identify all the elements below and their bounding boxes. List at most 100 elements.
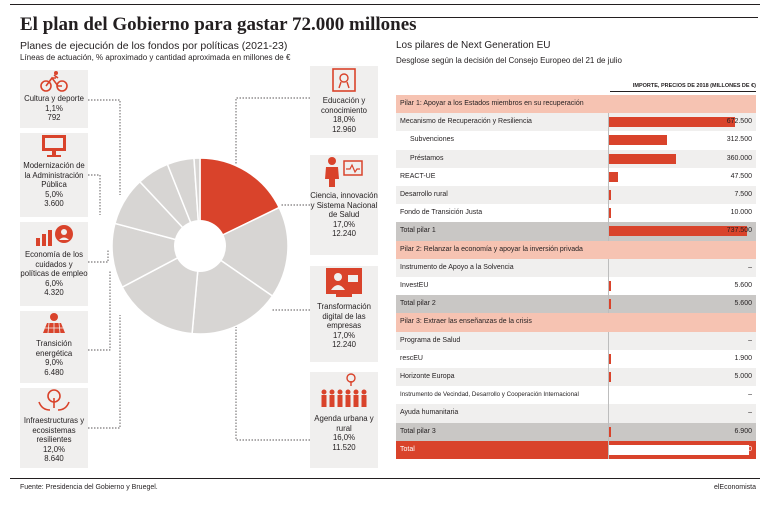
bar-axis [608, 368, 609, 387]
row-value: – [748, 263, 752, 271]
bar-axis [608, 186, 609, 205]
bar-axis [608, 222, 609, 241]
policy-label: Educación y conocimiento [321, 96, 367, 115]
doctor-icon [325, 157, 363, 187]
pie-slice [198, 206, 289, 298]
pillar-header-row: Pilar 1: Apoyar a los Estados miembros e… [396, 95, 756, 114]
title-rule [380, 17, 758, 18]
right-note: Desglose según la decisión del Consejo E… [396, 56, 622, 65]
policy-agenda-urbana-rural: Agenda urbana y rural 16,0% 11.520 [310, 372, 378, 468]
row-value: – [748, 409, 752, 417]
policy-amount: 12.960 [332, 124, 356, 134]
total-row: Total pilar 2 5.600 [396, 295, 756, 314]
row-label: Mecanismo de Recuperación y Resiliencia [400, 118, 532, 126]
bar-axis [608, 295, 609, 314]
row-value: – [748, 336, 752, 344]
digital-user-icon [326, 268, 362, 297]
policy-percent: 6,0% [45, 278, 63, 288]
policy-transicion-energetica: Transición energética 9,0% 6.480 [20, 311, 88, 383]
row-value: 47.500 [730, 172, 752, 180]
leader-line [88, 174, 101, 215]
pie-hole [174, 220, 226, 272]
bar-axis [608, 440, 609, 459]
policy-amount: 3.600 [44, 199, 64, 208]
table-row: Instrumento de Apoyo a la Solvencia – [396, 258, 756, 277]
policy-amount: 12.240 [332, 340, 356, 349]
total-row: Total pilar 3 6.900 [396, 422, 756, 441]
policy-label: Transformación digital de las empresas [317, 302, 371, 330]
row-label: Instrumento de Vecindad, Desarrollo y Co… [400, 391, 579, 399]
policy-percent: 17,0% [332, 330, 356, 340]
row-value: 6.900 [734, 427, 752, 435]
row-label: Total pilar 3 [400, 427, 436, 435]
policy-label: Transición energética [35, 339, 73, 358]
people-tree-icon [321, 373, 367, 407]
row-value: 5.600 [734, 282, 752, 289]
policy-percent: 18,0% [332, 115, 356, 124]
left-subtitle: Planes de ejecución de los fondos por po… [20, 40, 288, 52]
value-bar [609, 153, 677, 164]
row-value: 10.000 [730, 209, 752, 217]
bar-axis [608, 386, 609, 405]
policy-label: Economía de los cuidados y políticas de … [20, 250, 88, 278]
policy-percent: 17,0% [332, 219, 356, 229]
value-bar [609, 426, 611, 437]
policy-infraestructuras: Infraestructuras y ecosistemas resilient… [20, 388, 88, 468]
row-label: Pilar 3: Extraer las enseñanzas de la cr… [400, 318, 532, 326]
policy-percent: 5,0% [45, 189, 63, 199]
table-row: Subvenciones 312.500 [396, 131, 756, 150]
row-label: Pilar 2: Relanzar la economía y apoyar l… [400, 245, 583, 253]
table-row: Préstamos 360.000 [396, 149, 756, 168]
footer-rule [10, 478, 760, 479]
value-bar [609, 353, 611, 364]
policy-label: Ciencia, innovación y Sistema Nacional d… [310, 191, 378, 219]
bar-axis [608, 131, 609, 150]
policy-amount: 8.640 [44, 454, 64, 463]
row-value: 312.500 [726, 136, 752, 144]
table-row: Horizonte Europa 5.000 [396, 368, 756, 387]
value-column-header: IMPORTE, PRECIOS DE 2018 (MILLONES DE €) [632, 83, 756, 89]
row-label: REACT-UE [400, 172, 436, 180]
total-row: Total 750.000 [396, 440, 756, 459]
policy-label: Infraestructuras y ecosistemas resilient… [23, 416, 85, 444]
pie-slice [111, 222, 203, 289]
diploma-icon [332, 68, 356, 92]
cyclist-icon [40, 71, 68, 92]
row-value: – [748, 391, 752, 399]
row-label: Préstamos [410, 154, 444, 162]
bar-axis [608, 331, 609, 350]
value-bar [609, 226, 747, 237]
row-label: Instrumento de Apoyo a la Solvencia [400, 263, 514, 271]
right-subtitle: Los pilares de Next Generation EU [396, 40, 551, 51]
value-bar [609, 117, 735, 128]
row-label: Desarrollo rural [400, 191, 448, 198]
pillar-header-row: Pilar 3: Extraer las enseñanzas de la cr… [396, 313, 756, 332]
row-label: InvestEU [400, 282, 429, 289]
policy-cultura-deporte: Cultura y deporte 1,1% 792 [20, 70, 88, 128]
leader-line [88, 250, 109, 263]
bar-axis [608, 258, 609, 277]
leader-line [88, 270, 111, 351]
row-label: rescEU [400, 354, 423, 362]
row-value: 5.000 [734, 373, 752, 380]
bar-axis [608, 204, 609, 223]
table-row: Fondo de Transición Justa 10.000 [396, 204, 756, 223]
value-header-rule [610, 91, 756, 92]
value-bar [609, 299, 611, 310]
policy-cuidados-empleo: Economía de los cuidados y políticas de … [20, 222, 88, 306]
policy-amount: 11.520 [332, 442, 356, 452]
growth-chart-icon [36, 225, 73, 246]
total-row: Total pilar 1 737.500 [396, 222, 756, 241]
table-row: Programa de Salud – [396, 331, 756, 350]
value-bar [609, 444, 749, 455]
pillar-header-row: Pilar 2: Relanzar la economía y apoyar l… [396, 240, 756, 259]
table-row: InvestEU 5.600 [396, 277, 756, 296]
row-label: Pilar 1: Apoyar a los Estados miembros e… [400, 100, 584, 107]
bar-axis [608, 167, 609, 186]
table-row: rescEU 1.900 [396, 349, 756, 368]
row-value: 672.500 [726, 118, 752, 126]
bar-axis [608, 404, 609, 423]
row-value: 360.000 [726, 154, 752, 162]
policy-amount: 6.480 [44, 367, 64, 377]
leader-line [235, 325, 310, 441]
